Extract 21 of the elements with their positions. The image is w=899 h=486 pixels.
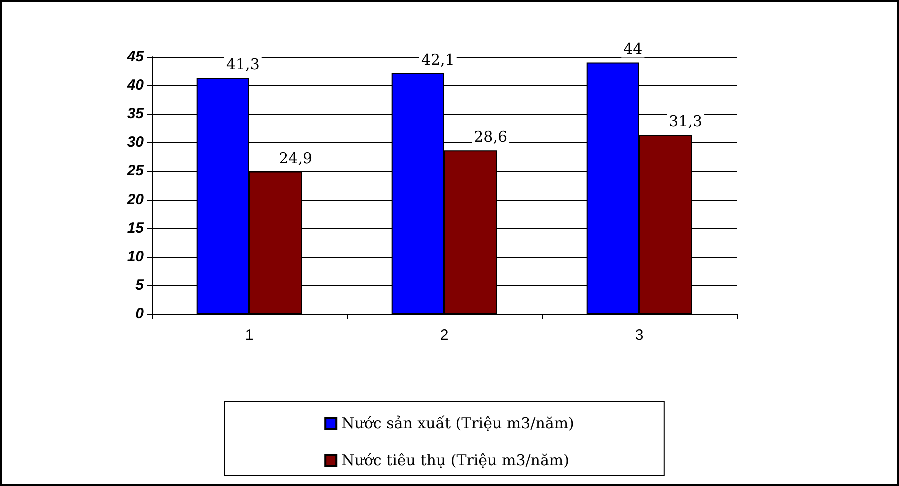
y-tick-label: 45 bbox=[126, 48, 145, 66]
legend-label: Nước tiêu thụ (Triệu m3/năm) bbox=[342, 452, 570, 470]
x-tick-label: 3 bbox=[635, 327, 644, 344]
y-tick-label: 5 bbox=[136, 276, 145, 294]
data-label: 24,9 bbox=[279, 149, 313, 168]
data-label: 44 bbox=[624, 40, 643, 58]
data-label: 42,1 bbox=[421, 51, 455, 70]
data-label: 31,3 bbox=[669, 112, 703, 131]
x-tick-label: 1 bbox=[245, 327, 254, 344]
y-tick-label: 20 bbox=[126, 191, 145, 208]
y-tick-label: 10 bbox=[127, 248, 145, 266]
y-tick-label: 30 bbox=[127, 134, 145, 152]
y-tick-label: 35 bbox=[127, 106, 145, 123]
y-tick-label: 15 bbox=[127, 220, 145, 237]
y-tick-label: 0 bbox=[136, 306, 145, 322]
data-label: 41,3 bbox=[226, 56, 260, 74]
legend-label: Nước sản xuất (Triệu m3/năm) bbox=[342, 414, 574, 432]
y-tick-label: 40 bbox=[126, 77, 145, 94]
data-label: 28,6 bbox=[474, 128, 508, 146]
x-tick-label: 2 bbox=[440, 327, 449, 344]
y-tick-label: 25 bbox=[126, 162, 145, 180]
